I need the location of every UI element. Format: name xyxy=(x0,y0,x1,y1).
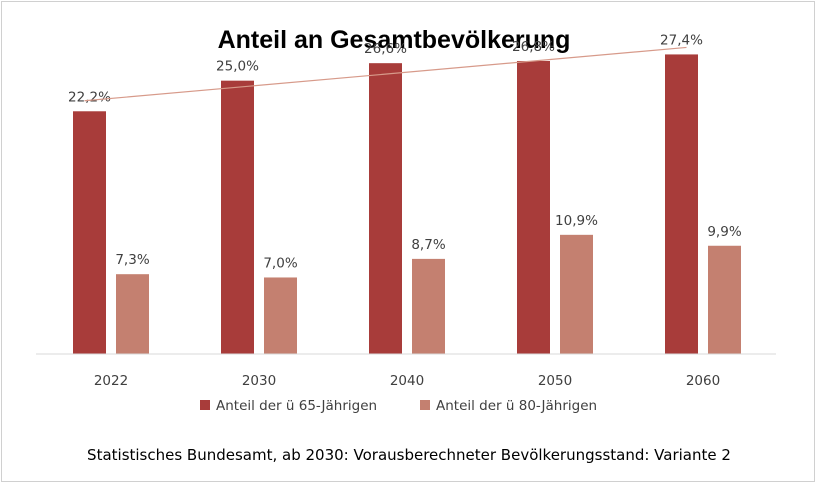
data-label-s2-2050: 10,9% xyxy=(555,213,598,229)
data-label-s1-2050: 26,8% xyxy=(512,39,555,55)
bar-s2-2060 xyxy=(708,245,741,354)
trendline-65 xyxy=(84,46,687,102)
bar-s1-2060 xyxy=(665,54,698,354)
x-tick-label-2022: 2022 xyxy=(94,373,128,389)
source-note: Statistisches Bundesamt, ab 2030: Voraus… xyxy=(87,446,731,464)
data-label-s2-2040: 8,7% xyxy=(411,237,445,253)
x-tick-label-2060: 2060 xyxy=(686,373,720,389)
data-labels-group: 22,2% 7,3% 25,0% 7,0% 26,6% 8,7% 26,8% 10,9% 27,… xyxy=(68,32,742,271)
data-label-s1-2060: 27,4% xyxy=(660,32,703,48)
bars-group xyxy=(73,54,741,355)
x-tick-label-2050: 2050 xyxy=(538,373,572,389)
x-axis-ticks: 2022 2030 2040 2050 2060 xyxy=(94,373,720,389)
data-label-s1-2040: 26,6% xyxy=(364,41,407,57)
bar-s1-2022 xyxy=(73,111,106,354)
bar-s1-2030 xyxy=(221,80,254,355)
data-label-s1-2022: 22,2% xyxy=(68,89,111,105)
bar-s2-2040 xyxy=(412,258,445,354)
trendline-group xyxy=(84,46,687,102)
data-label-s1-2030: 25,0% xyxy=(216,59,259,75)
bar-s2-2050 xyxy=(560,234,593,354)
legend: Anteil der ü 65-Jährigen Anteil der ü 80… xyxy=(200,398,597,414)
data-label-s2-2022: 7,3% xyxy=(115,252,149,268)
chart-title: Anteil an Gesamtbevölkerung xyxy=(218,26,571,54)
legend-label-65: Anteil der ü 65-Jährigen xyxy=(216,398,377,414)
legend-label-80: Anteil der ü 80-Jährigen xyxy=(436,398,597,414)
legend-swatch-65 xyxy=(200,400,210,410)
bar-s2-2022 xyxy=(116,274,149,354)
bar-s1-2050 xyxy=(517,60,550,355)
legend-swatch-80 xyxy=(420,400,430,410)
bar-s1-2040 xyxy=(369,63,402,354)
data-label-s2-2030: 7,0% xyxy=(263,255,297,271)
bar-s2-2030 xyxy=(264,277,297,354)
data-label-s2-2060: 9,9% xyxy=(707,224,741,240)
x-tick-label-2040: 2040 xyxy=(390,373,424,389)
x-tick-label-2030: 2030 xyxy=(242,373,276,389)
